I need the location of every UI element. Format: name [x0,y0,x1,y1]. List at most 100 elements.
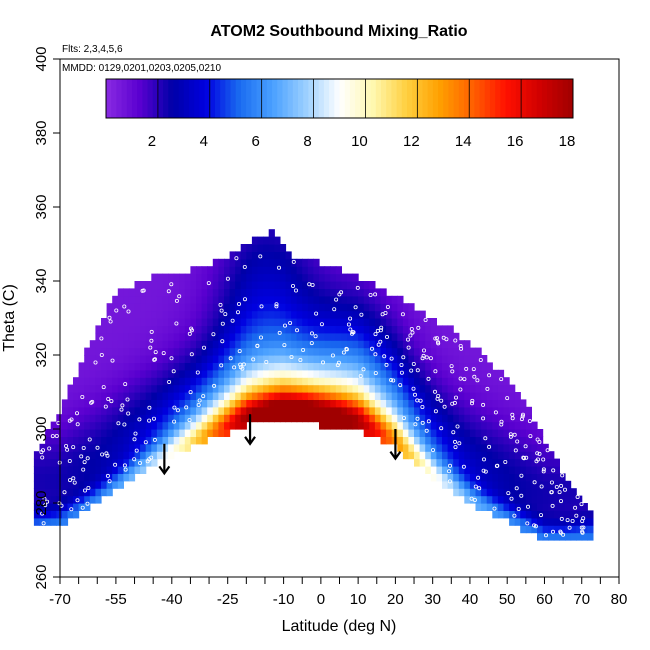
colorbar-segment [230,79,237,118]
sample-point [75,422,80,427]
heatmap-cell [402,399,410,408]
heatmap-cell [207,421,214,430]
heatmap-cell [296,288,303,297]
heatmap-cell [257,377,264,386]
heatmap-cell [101,443,108,452]
heatmap-cell [469,392,477,400]
sample-point [187,418,192,423]
colorbar-segment [204,79,211,118]
heatmap-cell [358,318,365,326]
heatmap-cell [397,347,404,356]
heatmap-cell [117,414,124,423]
heatmap-cell [156,414,164,423]
heatmap-cell [335,406,342,415]
heatmap-cell [246,340,253,349]
heatmap-cell [302,281,309,289]
heatmap-cell [347,399,354,408]
heatmap-cell [319,369,326,378]
heatmap-cell [291,384,298,393]
sample-point [545,448,550,453]
sample-point [439,426,444,431]
heatmap-cell [212,281,219,289]
heatmap-cell [341,347,348,356]
heatmap-cell [369,281,376,289]
heatmap-cell [402,303,410,312]
heatmap-cell [442,369,449,378]
heatmap-cell [140,303,147,312]
heatmap-cell [218,355,225,363]
heatmap-cell [33,495,41,504]
heatmap-cell [162,355,169,363]
sample-point [492,506,497,511]
heatmap-cell [402,332,410,341]
sample-point [458,387,463,392]
heatmap-cell [140,355,147,363]
heatmap-cell [520,436,527,445]
heatmap-cell [436,377,443,386]
heatmap-cell [352,421,359,430]
heatmap-cell [296,318,303,326]
heatmap-cell [531,466,538,474]
heatmap-cell [84,429,91,437]
heatmap-cell [302,303,309,312]
heatmap-cell [302,310,309,319]
heatmap-cell [486,421,493,430]
heatmap-cell [553,466,560,474]
sample-point [149,338,154,343]
heatmap-cell [201,377,208,386]
heatmap-cell [196,288,203,297]
x-tick-label: 0 [317,591,325,608]
heatmap-cell [408,392,415,400]
heatmap-cell [425,362,432,371]
heatmap-cell [268,377,275,386]
heatmap-cell [464,414,471,423]
heatmap-cell [246,406,253,415]
heatmap-cell [190,281,197,289]
heatmap-cell [33,466,41,474]
heatmap-cell [458,340,465,349]
heatmap-cell [207,369,214,378]
heatmap-cell [140,414,147,423]
heatmap-cell [481,466,488,474]
heatmap-cell [196,347,203,356]
colorbar-segment [344,79,351,118]
heatmap-cell [285,377,292,386]
colorbar-segment [334,79,340,118]
heatmap-cell [553,517,560,526]
heatmap-cell [425,399,432,408]
heatmap-cell [274,340,281,349]
sample-point [309,331,314,336]
heatmap-cell [112,429,119,437]
heatmap-cell [319,303,326,312]
heatmap-cell [313,266,320,275]
heatmap-cell [553,458,560,467]
heatmap-cell [156,429,164,437]
heatmap-cell [458,369,465,378]
heatmap-cell [430,443,437,452]
heatmap-cell [514,466,521,474]
heatmap-cell [285,347,292,356]
heatmap-cell [263,251,270,260]
heatmap-cell [162,281,169,289]
heatmap-cell [537,480,544,489]
heatmap-cell [391,421,398,430]
heatmap-cell [553,473,560,482]
colorbar-segment [469,79,475,118]
heatmap-cell [414,414,421,423]
heatmap-cell [469,473,477,482]
heatmap-cell [229,355,236,363]
heatmap-cell [240,266,247,275]
heatmap-cell [464,451,471,460]
heatmap-cell [414,347,421,356]
heatmap-cell [475,451,482,460]
heatmap-cell [235,355,242,363]
heatmap-cell [190,273,197,282]
heatmap-cell [380,303,387,312]
heatmap-cell [95,347,102,356]
heatmap-cell [134,399,141,408]
heatmap-cell [481,473,488,482]
heatmap-cell [134,377,141,386]
heatmap-cell [184,325,191,334]
heatmap-cell [414,429,421,437]
heatmap-cell [173,288,180,297]
